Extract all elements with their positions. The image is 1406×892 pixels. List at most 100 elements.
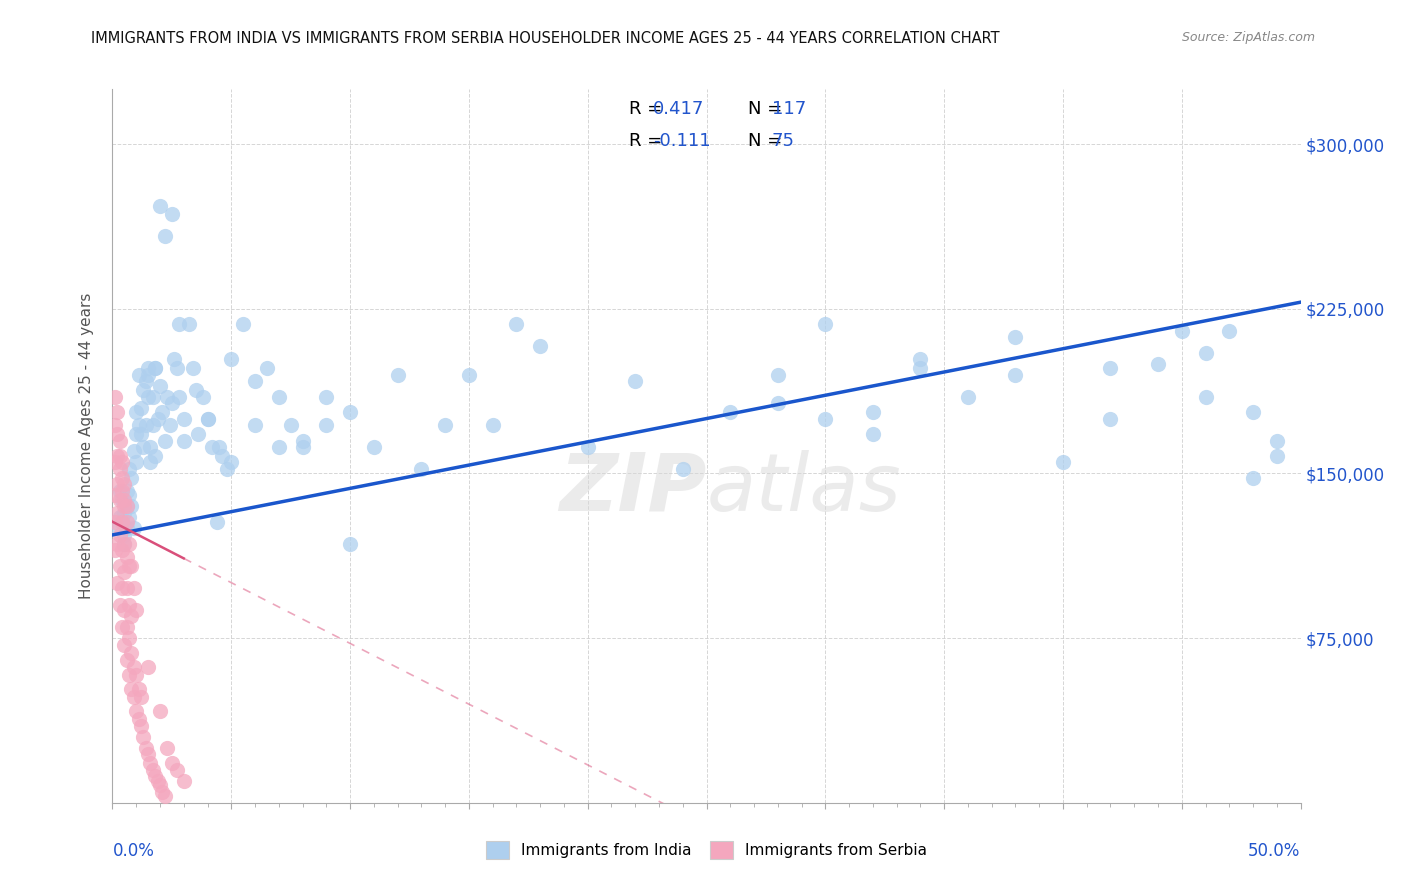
Point: [115, 500, 138, 514]
Point: [315, 390, 337, 404]
Point: [160, 207, 183, 221]
Point: [1194, 345, 1216, 359]
Point: [105, 506, 128, 520]
Point: [104, 455, 127, 469]
Point: [128, 712, 150, 726]
Point: [363, 440, 385, 454]
Point: [105, 426, 128, 441]
Point: [814, 411, 837, 425]
Point: [128, 681, 150, 696]
Point: [118, 462, 141, 476]
Point: [112, 537, 135, 551]
Point: [143, 361, 166, 376]
Point: [1265, 434, 1288, 448]
Point: [411, 462, 433, 476]
Point: [115, 549, 138, 564]
Point: [529, 339, 551, 353]
Point: [160, 756, 183, 771]
Point: [166, 361, 188, 376]
Point: [197, 411, 219, 425]
Point: [1265, 449, 1288, 463]
Point: [167, 390, 190, 404]
Point: [118, 598, 141, 612]
Point: [624, 374, 647, 388]
Point: [112, 602, 135, 616]
Point: [1052, 455, 1074, 469]
Point: [121, 558, 143, 573]
Point: [177, 317, 200, 331]
Point: [112, 477, 135, 491]
Point: [215, 462, 238, 476]
Point: [146, 411, 169, 425]
Point: [1194, 390, 1216, 404]
Text: ZIP: ZIP: [560, 450, 707, 528]
Point: [481, 418, 503, 433]
Point: [576, 440, 599, 454]
Point: [125, 455, 148, 469]
Point: [208, 440, 231, 454]
Point: [112, 566, 135, 580]
Point: [136, 361, 159, 376]
Point: [122, 521, 145, 535]
Text: IMMIGRANTS FROM INDIA VS IMMIGRANTS FROM SERBIA HOUSEHOLDER INCOME AGES 25 - 44 : IMMIGRANTS FROM INDIA VS IMMIGRANTS FROM…: [91, 31, 1000, 46]
Point: [121, 647, 143, 661]
Point: [1241, 405, 1264, 419]
Point: [766, 396, 789, 410]
Point: [115, 521, 138, 535]
Point: [173, 434, 195, 448]
Point: [766, 368, 789, 382]
Point: [211, 449, 233, 463]
Point: [129, 401, 152, 415]
Point: [118, 488, 141, 502]
Point: [132, 730, 155, 744]
Point: [159, 418, 181, 433]
Point: [150, 785, 173, 799]
Point: [149, 198, 172, 212]
Point: [115, 515, 138, 529]
Point: [505, 317, 527, 331]
Point: [104, 418, 127, 433]
Point: [156, 390, 179, 404]
Point: [167, 317, 190, 331]
Point: [122, 690, 145, 705]
Point: [118, 537, 141, 551]
Point: [243, 418, 266, 433]
Point: [153, 229, 176, 244]
Point: [672, 462, 695, 476]
Point: [458, 368, 481, 382]
Point: [111, 515, 134, 529]
Point: [125, 405, 148, 419]
Point: [111, 455, 134, 469]
Point: [125, 602, 148, 616]
Point: [125, 426, 148, 441]
Point: [105, 477, 128, 491]
Point: [115, 581, 138, 595]
Point: [256, 361, 278, 376]
Point: [108, 492, 131, 507]
Point: [112, 492, 135, 507]
Point: [125, 704, 148, 718]
Point: [135, 740, 157, 755]
Point: [197, 411, 219, 425]
Point: [910, 361, 932, 376]
Point: [118, 668, 141, 682]
Point: [104, 543, 127, 558]
Point: [125, 668, 148, 682]
Point: [112, 528, 135, 542]
Point: [111, 471, 134, 485]
Point: [862, 405, 884, 419]
Point: [105, 449, 128, 463]
Point: [105, 521, 128, 535]
Point: [146, 773, 169, 788]
Point: [108, 462, 131, 476]
Point: [108, 449, 131, 463]
Point: [166, 763, 188, 777]
Point: [104, 515, 127, 529]
Point: [153, 789, 176, 804]
Point: [1004, 368, 1026, 382]
Point: [191, 390, 214, 404]
Point: [136, 747, 159, 762]
Point: [136, 390, 159, 404]
Point: [122, 659, 145, 673]
Point: [956, 390, 979, 404]
